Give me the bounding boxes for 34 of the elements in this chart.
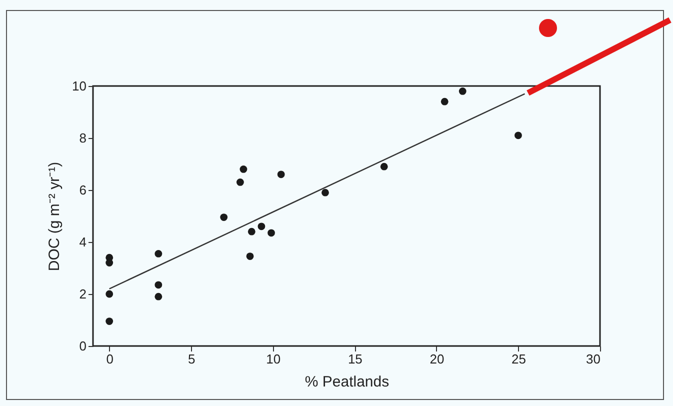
point <box>440 98 448 106</box>
point <box>322 188 329 196</box>
y-axis-title: DOC (g m⁻² yr⁻¹) <box>46 162 64 272</box>
point <box>240 166 248 173</box>
x-tick-label: 5 <box>188 352 196 366</box>
point <box>248 228 256 236</box>
point <box>458 88 466 95</box>
x-tick-label: 30 <box>586 352 600 366</box>
point <box>514 132 522 140</box>
point <box>268 229 275 237</box>
point <box>246 252 254 260</box>
y-tick-label: 10 <box>72 78 86 94</box>
point <box>154 292 162 300</box>
point <box>154 281 162 289</box>
point <box>236 178 244 186</box>
y-tick-label: 4 <box>79 234 86 250</box>
point <box>106 290 114 298</box>
point <box>154 250 162 258</box>
point <box>220 214 228 221</box>
y-tick-label: 8 <box>79 130 86 146</box>
point <box>106 259 114 266</box>
x-tick-label: 25 <box>511 352 526 366</box>
point <box>106 318 114 325</box>
x-tick-label: 15 <box>348 352 362 366</box>
point <box>380 162 388 170</box>
point <box>277 170 285 178</box>
y-tick-label: 0 <box>79 338 86 354</box>
y-tick-label: 2 <box>79 286 86 302</box>
point <box>258 222 266 230</box>
x-tick-label: 0 <box>106 352 114 366</box>
x-tick-label: 20 <box>430 352 444 366</box>
x-axis-title: % Peatlands <box>304 374 390 390</box>
x-tick-label: 10 <box>266 352 281 366</box>
y-tick-label: 6 <box>79 182 86 198</box>
